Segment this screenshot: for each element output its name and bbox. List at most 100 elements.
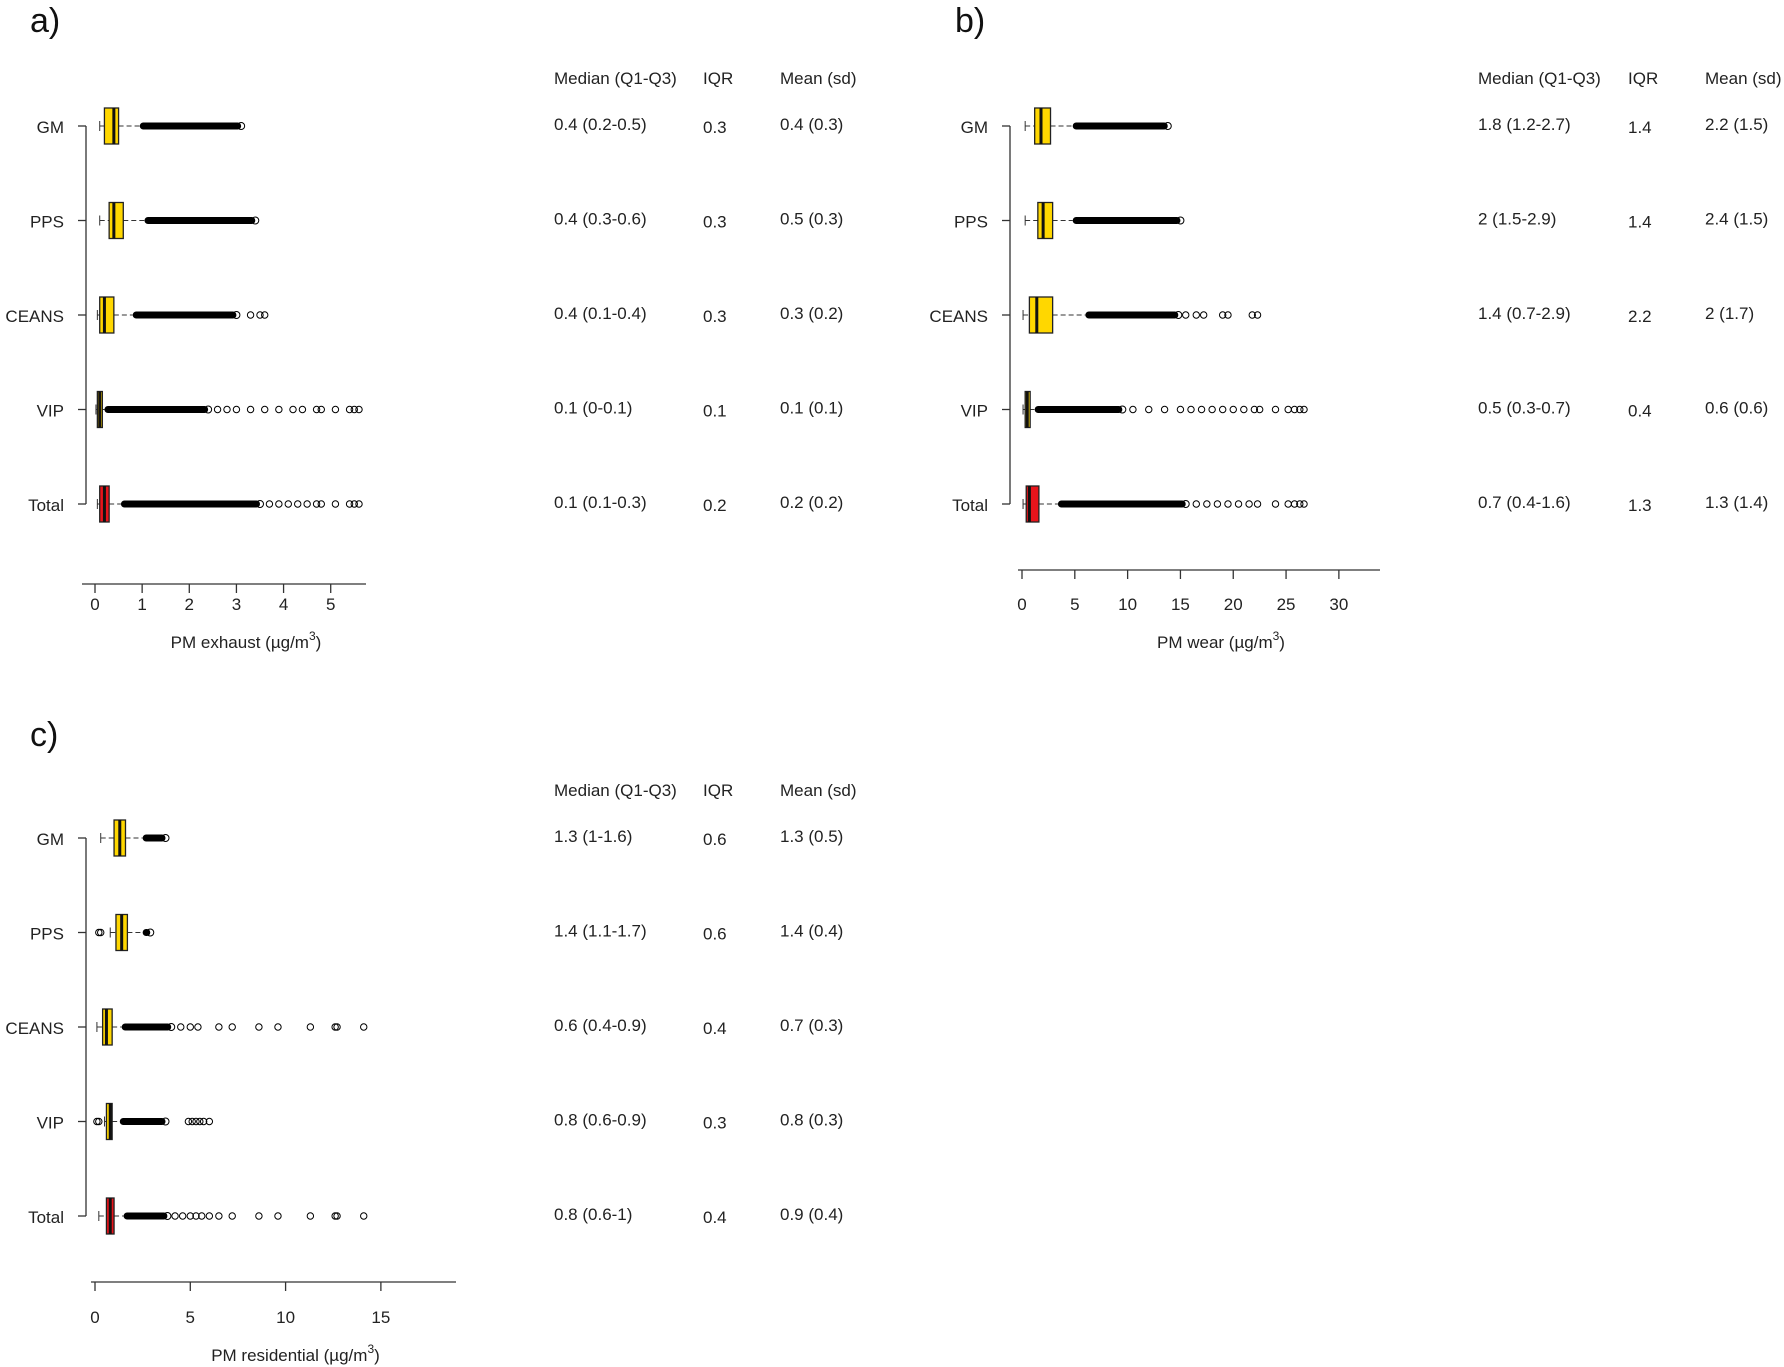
- panel-label: b): [955, 2, 985, 40]
- outlier-point: [167, 1023, 176, 1031]
- box-row-gm: [100, 819, 170, 857]
- outlier-point: [232, 311, 241, 319]
- box-row-pps: [95, 913, 155, 952]
- outlier-point: [1197, 405, 1206, 414]
- x-axis-label: PM wear (µg/m3): [1157, 629, 1285, 652]
- outlier-point: [186, 1212, 194, 1220]
- dense-outliers: [1072, 217, 1181, 224]
- iqr-value: 0.3: [703, 1114, 727, 1133]
- x-tick-label: 20: [1224, 595, 1243, 614]
- outlier-point: [1271, 500, 1280, 508]
- outlier-point: [261, 405, 269, 414]
- median-q1-q3-value: 0.6 (0.4-0.9): [554, 1016, 647, 1035]
- outlier-point: [1203, 500, 1211, 508]
- median-q1-q3-value: 0.4 (0.2-0.5): [554, 115, 647, 134]
- mean-sd-value: 0.1 (0.1): [780, 399, 843, 418]
- outlier-point: [1234, 500, 1243, 508]
- outlier-point: [1296, 500, 1304, 508]
- boxplot-panel-2: b) GM 1.8 (1.2-2.7) 1.4 2.2 (1.5) PPS 2 (1.5-2…: [929, 2, 1781, 652]
- outlier-point: [1129, 405, 1137, 414]
- outlier-point: [1145, 405, 1153, 414]
- outlier-point: [246, 311, 255, 319]
- table-header: Median (Q1-Q3): [554, 69, 677, 88]
- outlier-point: [306, 1212, 315, 1220]
- x-tick-label: 10: [276, 1308, 295, 1327]
- outlier-point: [1245, 500, 1253, 508]
- outlier-point: [1240, 405, 1248, 414]
- outlier-point: [333, 1023, 341, 1031]
- median-q1-q3-value: 0.8 (0.6-0.9): [554, 1111, 647, 1130]
- box-row-ceans: [1022, 296, 1262, 334]
- outlier-point: [161, 834, 170, 842]
- table-header: Median (Q1-Q3): [1478, 69, 1601, 88]
- panel-label: c): [30, 716, 58, 754]
- x-tick-label: 0: [90, 1308, 99, 1327]
- outlier-point: [205, 1212, 214, 1220]
- outlier-point: [255, 1023, 263, 1031]
- outlier-point: [1213, 500, 1222, 508]
- outlier-point: [192, 1117, 200, 1126]
- iqr-box: [103, 107, 120, 145]
- outlier-point: [95, 1117, 103, 1126]
- outlier-point: [1224, 311, 1232, 319]
- mean-sd-value: 1.4 (0.4): [780, 922, 843, 941]
- y-tick-label: VIP: [37, 402, 64, 421]
- outlier-point: [306, 1023, 315, 1031]
- outlier-point: [256, 500, 264, 508]
- x-tick-label: 0: [1017, 595, 1026, 614]
- box-row-ceans: [96, 296, 269, 334]
- x-tick-label: 4: [279, 595, 288, 614]
- box-row-total: [96, 485, 363, 523]
- median-q1-q3-value: 2 (1.5-2.9): [1478, 210, 1556, 229]
- y-tick-label: Total: [28, 1208, 64, 1227]
- outlier-point: [355, 500, 363, 508]
- outlier-point: [232, 405, 241, 414]
- median-q1-q3-value: 1.3 (1-1.6): [554, 827, 632, 846]
- outlier-point: [251, 216, 260, 225]
- box-row-vip: [95, 390, 363, 429]
- iqr-value: 0.4: [1628, 402, 1652, 421]
- median-q1-q3-value: 1.4 (1.1-1.7): [554, 922, 647, 941]
- outlier-point: [1253, 311, 1262, 319]
- y-tick-label: PPS: [30, 213, 64, 232]
- table-header: Mean (sd): [1705, 69, 1782, 88]
- outlier-point: [213, 405, 222, 414]
- mean-sd-value: 0.2 (0.2): [780, 493, 843, 512]
- outlier-point: [205, 1117, 214, 1126]
- outlier-point: [312, 405, 321, 414]
- box-row-vip: [93, 1102, 214, 1141]
- outlier-point: [246, 405, 255, 414]
- outlier-point: [199, 1117, 208, 1126]
- outlier-point: [1248, 311, 1256, 319]
- median-q1-q3-value: 0.8 (0.6-1): [554, 1205, 632, 1224]
- mean-sd-value: 0.7 (0.3): [780, 1016, 843, 1035]
- outlier-point: [331, 500, 340, 508]
- outlier-point: [350, 500, 358, 508]
- x-axis-label: PM residential (µg/m3): [211, 1342, 380, 1365]
- outlier-point: [237, 122, 246, 130]
- iqr-box: [108, 201, 124, 240]
- iqr-value: 0.1: [703, 402, 727, 421]
- table-header: IQR: [703, 781, 733, 800]
- outlier-point: [303, 500, 311, 508]
- outlier-point: [177, 1023, 185, 1031]
- outlier-point: [256, 311, 264, 319]
- table-header: Mean (sd): [780, 69, 857, 88]
- dense-outliers: [120, 500, 260, 508]
- outlier-point: [1229, 405, 1237, 414]
- outlier-point: [331, 405, 340, 414]
- iqr-value: 0.3: [703, 118, 727, 137]
- boxplot-panel-3: c) GM 1.3 (1-1.6) 0.6 1.3 (0.5) PPS 1.4 (1.1-1…: [5, 716, 856, 1365]
- outlier-point: [146, 928, 155, 937]
- outlier-point: [1160, 405, 1169, 414]
- iqr-value: 0.4: [703, 1019, 727, 1038]
- outlier-point: [1284, 500, 1292, 508]
- outlier-point: [204, 405, 213, 414]
- mean-sd-value: 2.4 (1.5): [1705, 210, 1768, 229]
- median-q1-q3-value: 0.5 (0.3-0.7): [1478, 399, 1571, 418]
- iqr-box: [1037, 201, 1054, 240]
- iqr-value: 0.2: [703, 496, 727, 515]
- box-row-total: [98, 1197, 368, 1235]
- outlier-point: [1176, 405, 1185, 414]
- outlier-point: [360, 1023, 368, 1031]
